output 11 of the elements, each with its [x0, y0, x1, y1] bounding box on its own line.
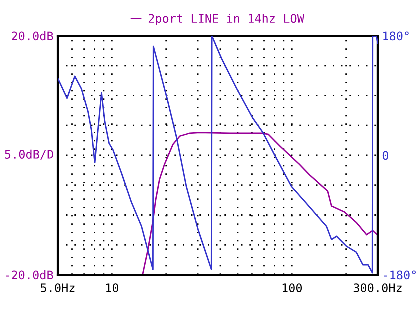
- y2-tick-label: -180°: [384, 270, 416, 280]
- x-tick-label: 10: [106, 284, 119, 293]
- y-tick-label: -20.0dB: [6, 270, 54, 280]
- x-tick-label: 5.0Hz: [41, 284, 75, 293]
- x-tick-label: 300.0Hz: [354, 284, 402, 293]
- y2-tick-label: 180°: [384, 32, 409, 41]
- y-tick-label: 20.0dB: [12, 32, 54, 41]
- y-axis-title: 5.0dB/D: [5, 150, 54, 160]
- x-tick-label: 100: [282, 284, 302, 293]
- legend-label: 2port LINE in 14hz LOW: [148, 14, 304, 26]
- y2-tick-label: 0: [382, 151, 389, 160]
